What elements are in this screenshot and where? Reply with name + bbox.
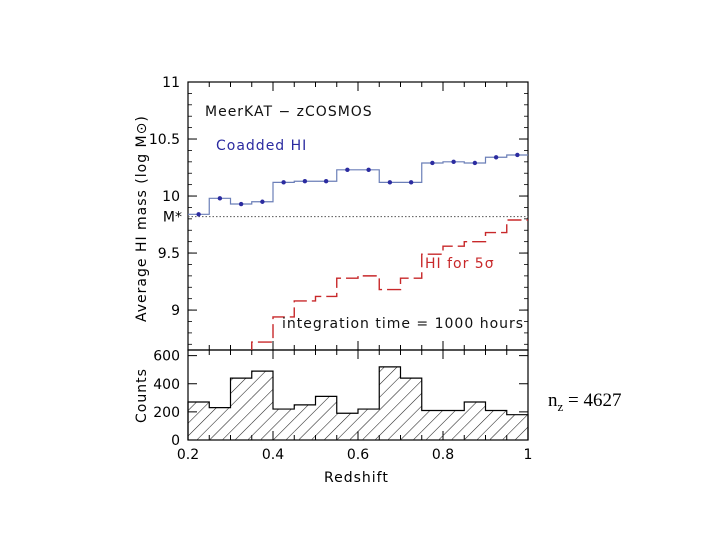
histogram-bar (379, 366, 401, 440)
histogram-bar (421, 410, 443, 440)
histogram-bar (336, 413, 358, 440)
coadded-hi-point (430, 160, 435, 166)
m-star-label: M* (163, 210, 182, 226)
x-tick-label: 0.8 (432, 447, 454, 463)
histogram-bar (230, 378, 252, 440)
hi-5sigma-line (251, 219, 528, 350)
histogram-bar (358, 409, 380, 440)
top-y-axis-label: Average HI mass (log M⊙) (134, 115, 150, 322)
coadded-hi-line (188, 154, 528, 215)
fivesigma-label: HI for 5σ (425, 256, 495, 272)
bottom-y-tick-label: 200 (153, 405, 180, 421)
nz-base: n (548, 390, 558, 411)
histogram-bar (273, 409, 295, 440)
coadded-hi-point (238, 201, 244, 207)
top-y-ticks: 11 10.5 10 9.5 9 (149, 75, 528, 345)
histogram-bar (506, 414, 528, 440)
histogram-bar (294, 404, 316, 440)
histogram-bar (315, 396, 337, 440)
coadded-hi-points (196, 152, 520, 217)
histogram-bar (188, 402, 210, 440)
x-tick-label: 0.6 (347, 447, 369, 463)
histogram-bar (485, 410, 507, 440)
top-y-tick-label: 10 (162, 189, 180, 205)
x-axis-label: Redshift (324, 470, 389, 486)
coadded-hi-point (345, 167, 350, 173)
bottom-y-tick-label: 0 (171, 433, 180, 449)
coadded-hi-series (188, 154, 528, 215)
hi-5sigma-series (251, 219, 528, 350)
m-star-reference: M* (163, 210, 528, 226)
histogram-bar (464, 402, 486, 440)
nz-sub: z (558, 399, 564, 414)
bottom-y-axis-label: Counts (134, 368, 150, 423)
coadded-hi-point (196, 212, 201, 217)
top-y-tick-label: 11 (162, 75, 180, 91)
histogram-bar (400, 378, 422, 440)
chart-title: MeerKAT − zCOSMOS (205, 104, 373, 120)
nz-label: nz = 4627 (548, 390, 622, 414)
bottom-y-tick-label: 600 (153, 349, 180, 365)
coadded-hi-point (281, 180, 286, 185)
x-tick-label: 0.4 (262, 447, 284, 463)
top-y-tick-label: 9 (171, 303, 180, 319)
coadded-label: Coadded HI (216, 138, 307, 154)
counts-histogram (187, 366, 529, 440)
histogram-outline (187, 366, 529, 440)
histogram-bar (251, 371, 273, 440)
top-y-tick-label: 10.5 (149, 132, 180, 148)
coadded-hi-point (217, 196, 223, 201)
integration-label: integration time = 1000 hours (282, 316, 524, 332)
coadded-hi-point (323, 179, 329, 184)
histogram-bar (209, 407, 231, 440)
coadded-hi-point (408, 180, 414, 185)
coadded-hi-point (493, 155, 499, 160)
coadded-hi-point (387, 180, 393, 185)
nz-rest: = 4627 (563, 390, 621, 411)
x-tick-label: 0.2 (177, 447, 199, 463)
x-tick-label: 1 (524, 447, 533, 463)
coadded-hi-point (302, 179, 308, 184)
top-y-tick-label: 9.5 (158, 246, 180, 262)
histogram-bar (443, 410, 465, 440)
coadded-hi-point (451, 159, 456, 165)
coadded-hi-point (260, 199, 265, 204)
coadded-hi-point (472, 160, 478, 166)
top-panel-frame (187, 81, 529, 351)
bottom-y-tick-label: 400 (153, 377, 180, 393)
coadded-hi-point (366, 167, 371, 173)
coadded-hi-point (515, 152, 520, 158)
